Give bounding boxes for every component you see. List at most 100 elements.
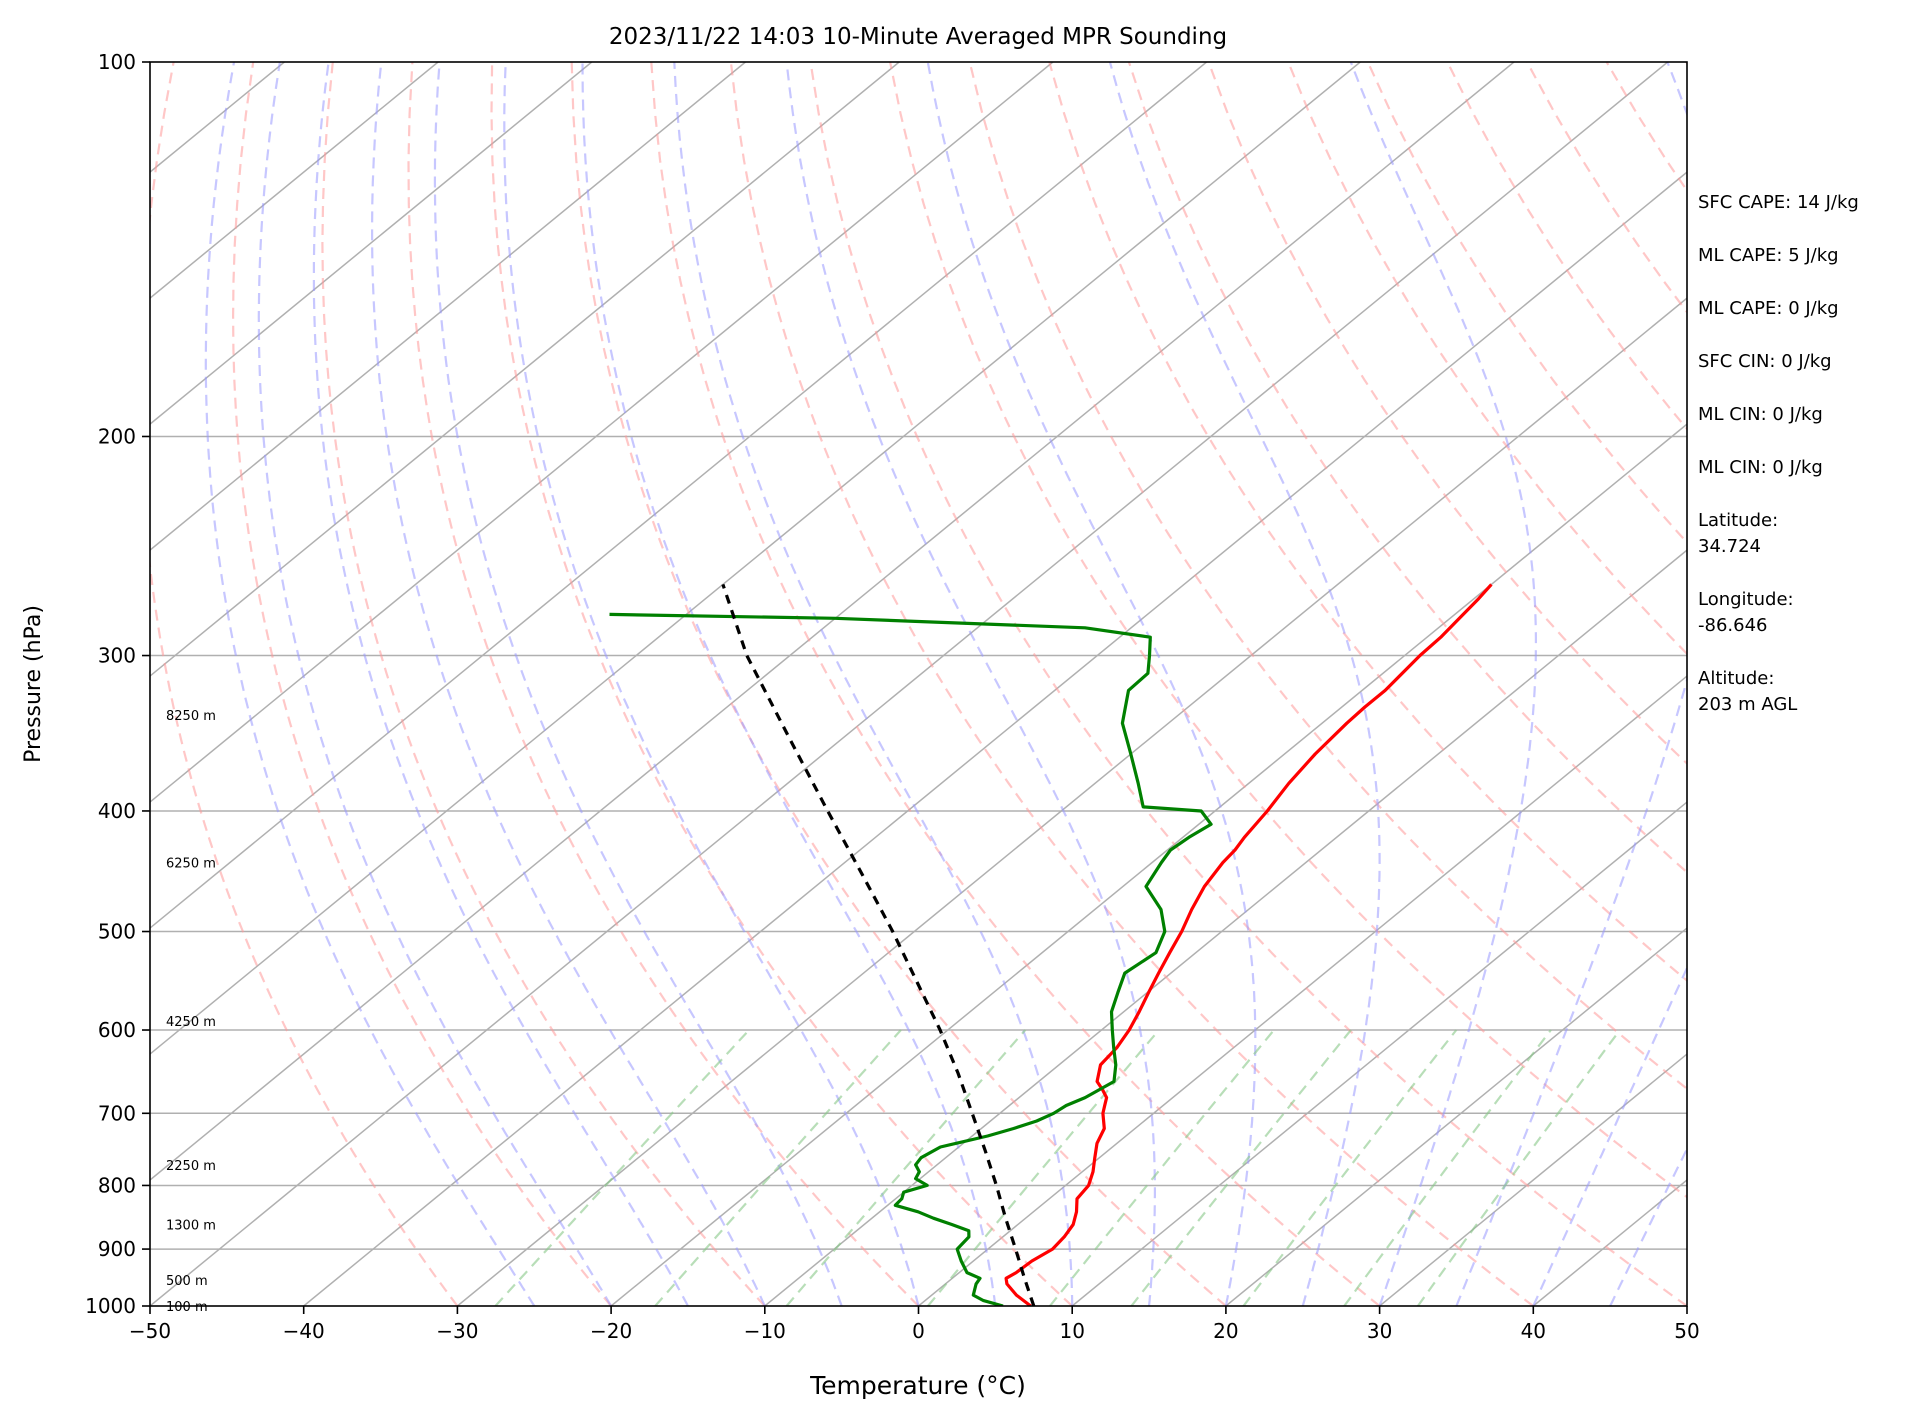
moist-adiabat-line (1455, 62, 1687, 1306)
plot-frame (149, 61, 1688, 1307)
stat-value: 203 m AGL (1698, 694, 1798, 715)
stat-value: -86.646 (1698, 615, 1768, 636)
x-axis-label: Temperature (°C) (809, 1371, 1026, 1400)
stat-item: Altitude: 203 m AGL (1698, 666, 1903, 718)
moist-adiabat-line (1532, 965, 1687, 1306)
x-tick-label: 30 (1367, 1319, 1392, 1343)
temperature-profile-line (1004, 583, 1493, 1306)
moist-adiabat-line (1349, 62, 1538, 1306)
stat-label: SFC CAPE: (1698, 192, 1792, 213)
y-tick-label: 800 (98, 1173, 136, 1197)
mixing-ratio-line (1049, 1029, 1275, 1306)
y-axis: 100 200 300 400 500 600 700 800 900 1000 (85, 50, 150, 1318)
y-tick-label: 200 (98, 424, 136, 448)
x-tick-label: 0 (912, 1319, 925, 1343)
isotherm-line (1225, 927, 1687, 1306)
x-tick-label: −30 (436, 1319, 478, 1343)
y-tick-label: 500 (98, 920, 136, 944)
isotherm-line (1379, 1053, 1687, 1306)
mixing-ratio-line (1343, 1029, 1552, 1306)
dry-adiabat-line (809, 62, 1687, 1306)
isotherm-line (150, 62, 1054, 804)
isotherm-line (150, 62, 439, 300)
height-label: 100 m (166, 1300, 208, 1315)
isotherm-line (150, 62, 1208, 930)
dry-adiabat-line (490, 62, 1073, 1306)
dry-adiabat-line (231, 62, 612, 1306)
stat-label: ML CAPE: (1698, 298, 1783, 319)
x-tick-label: 50 (1674, 1319, 1699, 1343)
isotherm-line (150, 62, 1361, 1056)
y-tick-label: 300 (98, 644, 136, 668)
dry-adiabat-line (889, 62, 1687, 1199)
stat-item: ML CAPE: 5 J/kg (1698, 243, 1903, 269)
height-label: 500 m (166, 1274, 208, 1289)
isotherm-line (1071, 801, 1687, 1306)
moist-adiabat-line (204, 62, 536, 1306)
x-tick-label: 20 (1213, 1319, 1238, 1343)
dry-adiabat-line (968, 62, 1687, 1091)
stat-item: Latitude: 34.724 (1698, 508, 1903, 560)
y-axis-label: Pressure (hPa) (21, 605, 46, 763)
mixing-ratio-line (1242, 1029, 1458, 1306)
dry-adiabat-line (1287, 62, 1687, 656)
height-label: 4250 m (166, 1015, 216, 1030)
stat-label: ML CIN: (1698, 404, 1767, 425)
dry-adiabat-line (321, 62, 766, 1306)
isotherm-line (150, 62, 1669, 1306)
moist-adiabat-line (673, 62, 1074, 1306)
stat-item: Longitude: -86.646 (1698, 587, 1903, 639)
dewpoint-profile-line (609, 612, 1213, 1306)
y-tick-label: 100 (98, 50, 136, 74)
height-labels: 100 m 500 m 1300 m 2250 m 4250 m 6250 m 8250 m (166, 709, 216, 1315)
moist-adiabat-line (785, 62, 1157, 1306)
stat-value: 0 J/kg (1782, 298, 1839, 319)
y-tick-label: 1000 (85, 1294, 136, 1318)
stat-label: ML CIN: (1698, 457, 1767, 478)
stat-item: ML CIN: 0 J/kg (1698, 455, 1903, 481)
stat-label: Longitude: (1698, 589, 1794, 610)
moist-adiabat-line (257, 62, 613, 1306)
profile-lines (609, 583, 1493, 1306)
stat-value: 14 J/kg (1791, 192, 1859, 213)
stat-value: 5 J/kg (1782, 245, 1839, 266)
stat-label: ML CAPE: (1698, 245, 1783, 266)
dry-adiabat-line (150, 62, 459, 1306)
mixing-ratio-line (494, 1029, 750, 1306)
stat-item: SFC CIN: 0 J/kg (1698, 349, 1903, 375)
moist-adiabat-line (312, 62, 689, 1306)
isotherm-line (150, 62, 746, 552)
isotherm-line (918, 675, 1687, 1306)
isotherm-line (610, 423, 1687, 1306)
moist-adiabat-line (581, 62, 997, 1306)
isotherm-line (150, 62, 1515, 1181)
dry-adiabat-line (570, 62, 1227, 1306)
x-tick-label: 10 (1059, 1319, 1084, 1343)
x-axis: −50 −40 −30 −20 −10 0 10 20 30 40 50 (129, 1306, 1700, 1343)
mixing-ratio-line (654, 1029, 902, 1306)
isotherm-line (150, 62, 593, 426)
mixing-ratio-line (1417, 1029, 1621, 1306)
x-tick-label: −40 (283, 1319, 325, 1343)
x-tick-label: 40 (1521, 1319, 1546, 1343)
stat-value: 0 J/kg (1766, 404, 1823, 425)
stat-value: 0 J/kg (1775, 351, 1832, 372)
chart-title: 2023/11/22 14:03 10-Minute Averaged MPR … (609, 24, 1227, 50)
moist-adiabat-line (1609, 1146, 1687, 1306)
y-tick-label: 400 (98, 799, 136, 823)
dry-adiabat-line (407, 62, 920, 1306)
sounding-stats-panel: SFC CAPE: 14 J/kg ML CAPE: 5 J/kg ML CAPE:… (1698, 190, 1903, 745)
stat-label: Latitude: (1698, 510, 1779, 531)
isotherm-line (456, 297, 1687, 1306)
moist-adiabat-line (926, 62, 1257, 1306)
background-lines (150, 62, 1687, 1306)
moist-adiabat-line (371, 62, 766, 1306)
height-label: 8250 m (166, 709, 216, 724)
y-tick-label: 600 (98, 1018, 136, 1042)
isotherm-line (150, 62, 900, 678)
stat-value: 0 J/kg (1766, 457, 1823, 478)
parcel-profile-line (721, 583, 1036, 1306)
y-tick-label: 700 (98, 1101, 136, 1125)
isotherm-line (764, 549, 1687, 1306)
